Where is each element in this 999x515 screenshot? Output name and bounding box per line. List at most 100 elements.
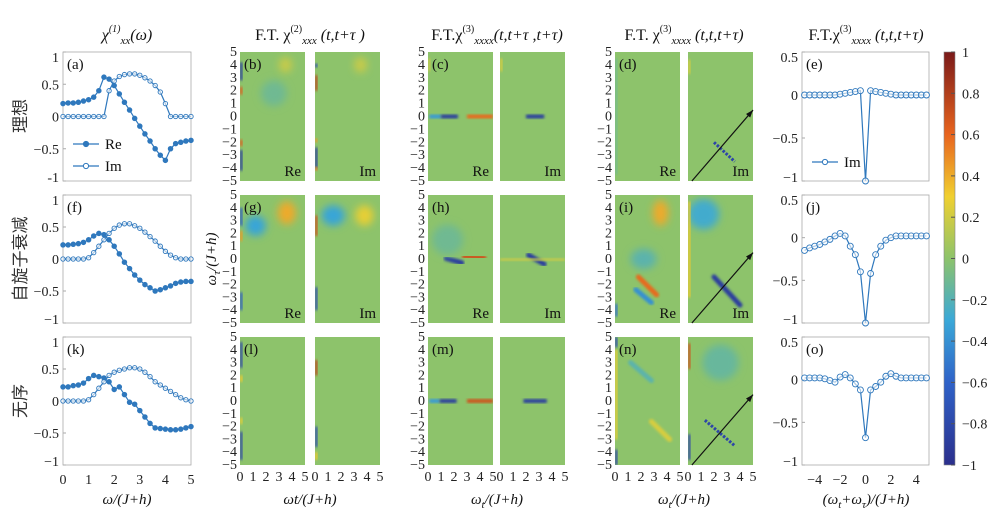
x-tick-label: 4 xyxy=(364,470,371,485)
heatmap-ridge xyxy=(635,274,660,298)
panel-label: (g) xyxy=(244,200,262,216)
y-tick-label: −5 xyxy=(222,174,237,189)
panel-a: 1 0.5 0 −0.5 -1 Re Im (a) xyxy=(34,51,194,186)
heatmap-background xyxy=(240,337,305,465)
y-tick-label: -1 xyxy=(47,171,59,186)
heatmap-streak xyxy=(615,303,618,317)
heatmap-streak xyxy=(429,399,440,403)
data-point xyxy=(137,366,143,372)
x-tick-label: 3 xyxy=(136,473,143,488)
x-tick-label: 2 xyxy=(451,470,458,485)
heatmap-blob xyxy=(245,215,266,236)
y-tick-label: 0.5 xyxy=(781,194,799,209)
data-point xyxy=(80,98,87,104)
heatmap-blob xyxy=(260,80,287,107)
heatmap-ridge xyxy=(443,255,465,266)
heatmap-streak xyxy=(315,147,318,169)
y-tick-label: 2 xyxy=(418,84,425,99)
data-point xyxy=(101,113,107,120)
data-point xyxy=(80,256,87,262)
heatmap-background xyxy=(315,337,380,465)
data-point xyxy=(60,384,66,390)
y-tick-label: 1 xyxy=(418,97,425,112)
data-point xyxy=(172,140,179,147)
heatmap-ridge xyxy=(628,360,654,384)
y-tick-label: 0 xyxy=(418,110,425,125)
x-tick-label: 0 xyxy=(60,473,67,488)
data-point xyxy=(877,378,885,386)
arrow xyxy=(691,109,754,182)
data-point xyxy=(841,232,849,240)
data-point xyxy=(167,252,174,258)
panel-label: (b) xyxy=(244,57,262,73)
x-tick-label: 3 xyxy=(651,470,658,485)
y-tick-label: 4 xyxy=(230,58,237,73)
plot-frame xyxy=(801,336,930,466)
data-point xyxy=(178,279,184,285)
data-point xyxy=(826,235,834,243)
heatmap-blob xyxy=(688,198,720,230)
data-point xyxy=(152,379,158,385)
data-point xyxy=(162,385,169,391)
heatmap-streak xyxy=(315,63,318,68)
panel-b-im: Im xyxy=(315,52,380,181)
x-tick-label: −2 xyxy=(833,473,848,488)
y-tick-label: 4 xyxy=(230,201,237,216)
panel-label: (o) xyxy=(806,342,824,358)
y-tick-label: 5 xyxy=(230,45,237,60)
data-point xyxy=(172,391,179,398)
x-tick-label: 1 xyxy=(625,470,632,485)
x-tick-label: 0 xyxy=(237,470,244,485)
x-tick-label: 0 xyxy=(612,470,619,485)
y-tick-label: 5 xyxy=(605,45,612,60)
data-point xyxy=(90,233,97,239)
y-tick-label: 2 xyxy=(605,368,612,383)
y-tick-label: 3 xyxy=(418,214,425,229)
y-tick-label: 4 xyxy=(230,343,237,358)
y-tick-label: −0.5 xyxy=(773,132,798,147)
data-point xyxy=(846,374,854,382)
y-tick-label: 2 xyxy=(605,226,612,241)
data-point xyxy=(178,256,184,262)
y-tick-label: 1 xyxy=(52,51,59,66)
y-tick-label: 4 xyxy=(418,343,425,358)
data-point xyxy=(147,285,153,291)
legend-marker xyxy=(82,140,90,148)
arrow xyxy=(691,394,754,466)
heatmap-streak xyxy=(523,399,547,403)
y-tick-label: −1 xyxy=(410,122,425,137)
data-point xyxy=(183,256,189,262)
y-tick-label: −1 xyxy=(44,455,59,470)
heatmap-background xyxy=(240,52,305,181)
x-tick-label: 0 xyxy=(685,470,692,485)
y-tick-label: 0.5 xyxy=(781,51,799,66)
part-label: Re xyxy=(472,306,489,322)
data-point xyxy=(65,398,71,404)
data-point xyxy=(856,268,864,276)
heatmap-streak xyxy=(500,258,565,261)
data-point xyxy=(867,386,875,394)
data-point xyxy=(152,82,158,89)
y-tick-label: 3 xyxy=(605,214,612,229)
heatmap-streak xyxy=(429,114,441,119)
data-point xyxy=(862,434,869,442)
x-tick-label: 4 xyxy=(913,473,920,488)
data-point xyxy=(157,243,163,249)
data-point xyxy=(846,242,854,250)
data-point xyxy=(157,286,164,293)
colorbar-tick-label: 0.4 xyxy=(962,170,980,185)
data-point xyxy=(137,277,143,283)
x-tick-label: 2 xyxy=(887,473,894,488)
panel-label: (d) xyxy=(619,57,637,73)
panel-label: (m) xyxy=(432,342,454,358)
data-point xyxy=(183,425,189,431)
y-tick-label: 0 xyxy=(791,232,798,247)
data-point xyxy=(183,113,189,120)
heatmap-streak xyxy=(240,417,243,425)
legend-label: Re xyxy=(105,137,122,153)
y-tick-label: 1 xyxy=(605,97,612,112)
data-point xyxy=(867,270,875,277)
data-point xyxy=(96,87,102,94)
plot-frame xyxy=(801,51,930,182)
